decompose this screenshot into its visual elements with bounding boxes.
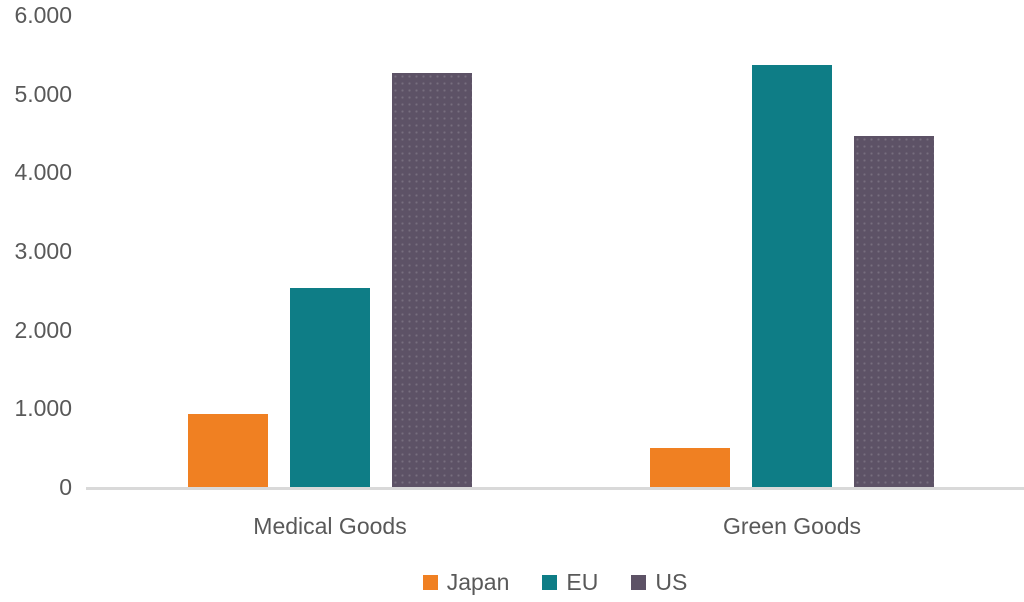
- y-axis-tick-label: 1.000: [14, 395, 72, 422]
- y-axis-tick-label: 3.000: [14, 238, 72, 264]
- category-label-green-goods: Green Goods: [722, 513, 862, 539]
- legend: Japan EU US: [86, 567, 1024, 597]
- legend-label-us: US: [655, 568, 688, 595]
- legend-swatch-japan-icon: [422, 574, 438, 590]
- bar-medical-goods-us: [392, 73, 472, 487]
- y-axis-tick-label: 2.000: [14, 316, 72, 343]
- bar-green-goods-eu: [752, 64, 832, 487]
- bar-medical-goods-japan: [188, 413, 268, 487]
- y-axis-tick-label: 6.000: [14, 2, 72, 28]
- bar-green-goods-japan: [650, 447, 730, 487]
- bar-green-goods-us: [854, 136, 934, 487]
- legend-item-japan: Japan: [422, 568, 510, 596]
- bar-medical-goods-eu: [290, 287, 370, 487]
- legend-label-japan: Japan: [446, 568, 510, 595]
- y-axis-tick-label: 4.000: [14, 159, 72, 186]
- legend-item-us: US: [631, 569, 687, 596]
- y-axis-tick-label: 5.000: [14, 80, 72, 107]
- y-axis-tick-label: 0: [59, 474, 72, 500]
- legend-swatch-us-icon: [631, 574, 647, 590]
- category-label-medical-goods: Medical Goods: [253, 513, 407, 539]
- legend-swatch-eu-icon: [542, 574, 558, 590]
- legend-item-eu: EU: [542, 569, 598, 596]
- x-axis-line: [86, 487, 1024, 490]
- legend-label-eu: EU: [566, 568, 599, 595]
